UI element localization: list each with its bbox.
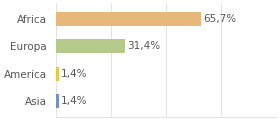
Text: 1,4%: 1,4% — [61, 96, 88, 106]
Bar — [56, 39, 125, 53]
Text: 65,7%: 65,7% — [203, 14, 236, 24]
Text: 1,4%: 1,4% — [61, 69, 88, 79]
Bar — [56, 94, 59, 108]
Bar — [56, 12, 201, 26]
Bar — [56, 67, 59, 81]
Text: 31,4%: 31,4% — [127, 41, 160, 51]
